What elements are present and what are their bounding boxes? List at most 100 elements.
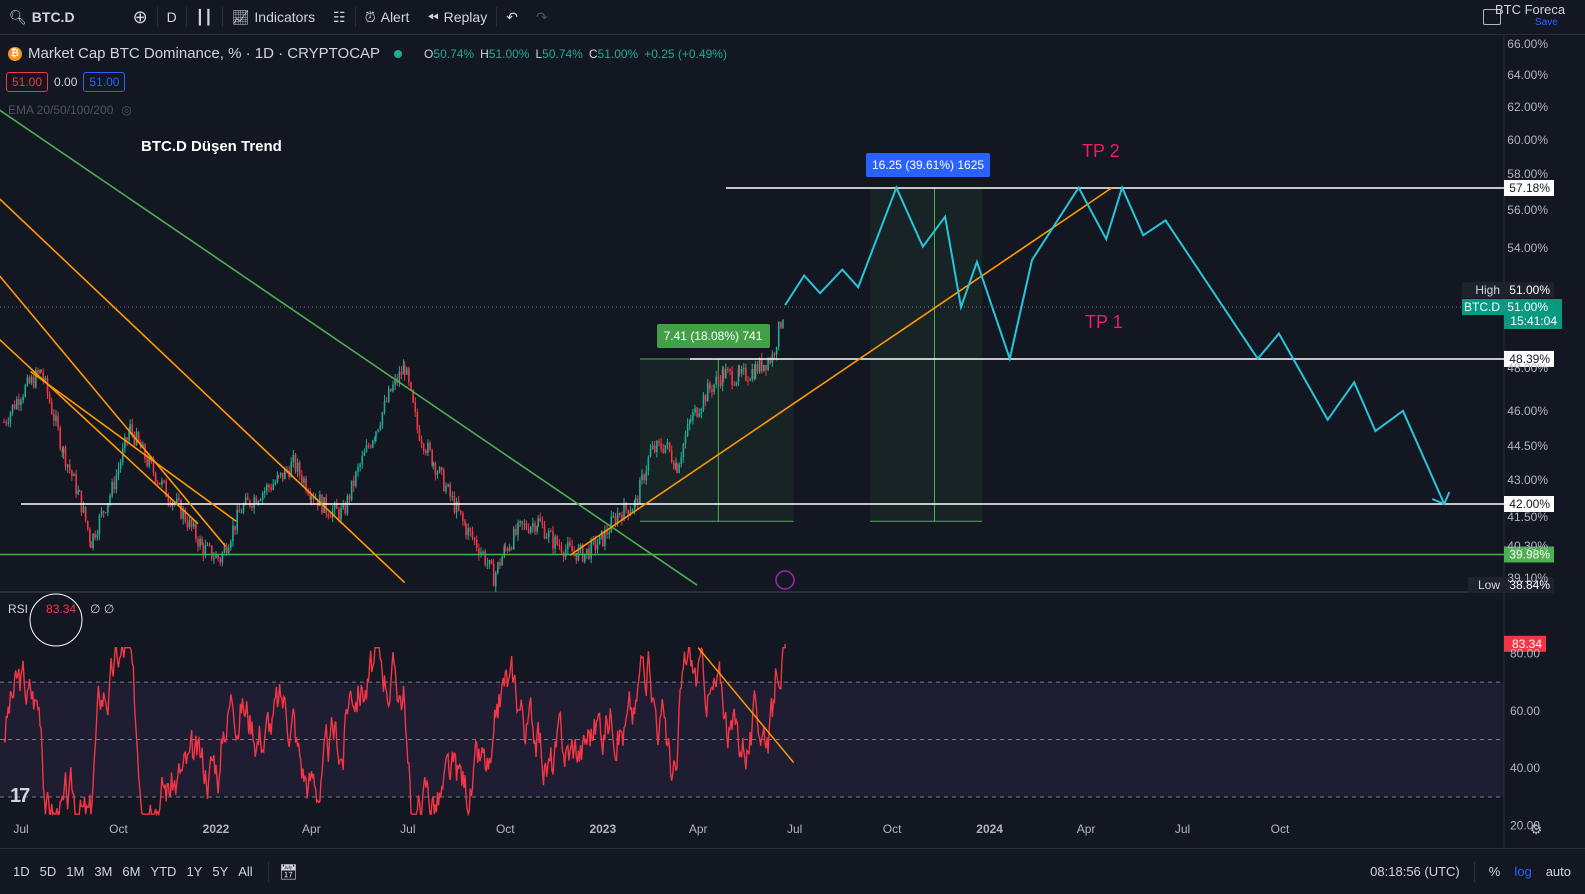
candle-body bbox=[3, 422, 5, 424]
range-button-all[interactable]: All bbox=[238, 864, 253, 879]
candle-body bbox=[694, 407, 696, 413]
high-label: H bbox=[480, 46, 489, 61]
price-tick-label: 44.50% bbox=[1507, 439, 1548, 453]
eye-off-icon[interactable]: ◎ bbox=[121, 103, 132, 117]
candle-body bbox=[192, 523, 195, 527]
ohlc-values: O50.74% H51.00% L50.74% C51.00% +0.25 (+… bbox=[424, 47, 727, 61]
symbol-search[interactable]: 🔍︎ BTC.D bbox=[0, 0, 84, 34]
candle-body bbox=[329, 516, 332, 518]
candle-body bbox=[323, 497, 325, 513]
candle-body bbox=[696, 407, 698, 417]
candle-body bbox=[773, 354, 776, 356]
candle-body bbox=[20, 400, 22, 406]
drawings[interactable] bbox=[0, 81, 1504, 586]
candle-body bbox=[227, 547, 230, 554]
clock[interactable]: 08:18:56 (UTC) bbox=[1370, 864, 1460, 879]
candle-body bbox=[742, 367, 745, 369]
candle-body bbox=[312, 496, 315, 500]
bid-ask: 51.00 0.00 51.00 bbox=[6, 72, 126, 92]
redo-button[interactable]: ↷ bbox=[527, 0, 557, 34]
undo-button[interactable]: ↶ bbox=[497, 0, 527, 34]
candle-body bbox=[161, 480, 163, 485]
high-value: 51.00% bbox=[488, 46, 530, 61]
candle-body bbox=[715, 376, 718, 385]
divider bbox=[354, 7, 356, 27]
sell-price[interactable]: 51.00 bbox=[6, 72, 49, 92]
range-button-6m[interactable]: 6M bbox=[122, 864, 141, 879]
candles-icon: ┃┃ bbox=[195, 8, 213, 25]
rsi-tick-label: 40.00 bbox=[1510, 761, 1540, 775]
range-button-1m[interactable]: 1M bbox=[66, 864, 85, 879]
candle-body bbox=[310, 496, 313, 500]
interval-button[interactable]: D bbox=[158, 0, 186, 34]
indicators-button[interactable]: 📈︎ Indicators bbox=[223, 0, 324, 34]
ema-legend[interactable]: EMA 20/50/100/200 ◎ bbox=[8, 103, 132, 117]
candle-body bbox=[416, 411, 419, 430]
candle-body bbox=[508, 547, 511, 551]
candle-body bbox=[369, 446, 372, 448]
candle-body bbox=[558, 544, 561, 547]
range-button-5d[interactable]: 5D bbox=[39, 864, 57, 879]
candle-body bbox=[598, 534, 601, 545]
candle-body bbox=[641, 474, 643, 480]
range-button-3m[interactable]: 3M bbox=[94, 864, 113, 879]
candle-body bbox=[175, 498, 178, 503]
candle-body bbox=[126, 437, 128, 441]
candle-body bbox=[307, 490, 309, 495]
range-button-1y[interactable]: 1Y bbox=[186, 864, 203, 879]
alert-button[interactable]: ⏰︎ Alert bbox=[356, 0, 419, 34]
candle-body bbox=[5, 422, 7, 424]
log-toggle[interactable]: log bbox=[1514, 864, 1532, 879]
candle-body bbox=[129, 424, 131, 432]
candle-body bbox=[377, 429, 379, 432]
candle-body bbox=[178, 498, 180, 501]
candle-body bbox=[412, 389, 414, 403]
measure-2-label-bg bbox=[866, 153, 990, 177]
candle-body bbox=[59, 427, 62, 449]
rsi-legend[interactable]: RSI 83.34 ∅ ∅ bbox=[8, 602, 114, 616]
chart-type-button[interactable]: ┃┃ bbox=[187, 0, 222, 34]
compare-button[interactable]: ⊕ bbox=[124, 0, 157, 34]
rsi-tick-label: 20.00 bbox=[1510, 819, 1540, 833]
templates-button[interactable]: ☷ bbox=[324, 0, 355, 34]
series-legend[interactable]: ₿ Market Cap BTC Dominance, % · 1D · CRY… bbox=[8, 45, 727, 62]
range-button-5y[interactable]: 5Y bbox=[212, 864, 229, 879]
candle-body bbox=[420, 440, 423, 445]
layout-select-icon[interactable] bbox=[1483, 9, 1501, 25]
price-axis[interactable] bbox=[1462, 180, 1562, 593]
candle-body bbox=[713, 384, 715, 393]
candle-body bbox=[465, 525, 467, 536]
candle-body bbox=[455, 501, 458, 513]
candle-body bbox=[66, 464, 69, 467]
tradingview-logo-icon[interactable]: 17 bbox=[10, 785, 30, 807]
calendar-range-icon[interactable]: 📅︎ bbox=[278, 863, 298, 881]
candle-body bbox=[647, 456, 650, 471]
measure-2-label: 16.25 (39.61%) 1625 bbox=[872, 158, 984, 172]
candle-body bbox=[213, 558, 215, 560]
candle-body bbox=[309, 494, 312, 500]
percent-toggle[interactable]: % bbox=[1488, 864, 1501, 879]
layout-name[interactable]: BTC Foreca Save bbox=[1495, 3, 1585, 29]
buy-price[interactable]: 51.00 bbox=[83, 72, 126, 92]
candle-body bbox=[379, 425, 382, 430]
candle-body bbox=[460, 510, 462, 514]
candle-body bbox=[296, 462, 299, 472]
candle-body bbox=[653, 445, 656, 452]
high-label-bg bbox=[1462, 282, 1504, 298]
range-button-1d[interactable]: 1D bbox=[13, 864, 30, 879]
level-tag-48: 48.39% bbox=[1509, 352, 1550, 366]
time-tick-label: Apr bbox=[1077, 822, 1096, 836]
candle-body bbox=[26, 377, 29, 386]
candle-body bbox=[398, 371, 401, 383]
settings-gear-icon[interactable]: ⚙ bbox=[1530, 821, 1543, 837]
projection-path[interactable] bbox=[784, 184, 1451, 506]
time-axis[interactable]: ⚙ bbox=[1530, 821, 1543, 837]
candle-body bbox=[78, 490, 81, 492]
range-button-ytd[interactable]: YTD bbox=[150, 864, 177, 879]
replay-button[interactable]: ⏪︎ Replay bbox=[418, 0, 496, 34]
spread-value: 0.00 bbox=[54, 75, 78, 89]
auto-toggle[interactable]: auto bbox=[1545, 864, 1571, 879]
candle-body bbox=[532, 523, 534, 528]
candle-body bbox=[15, 399, 18, 409]
